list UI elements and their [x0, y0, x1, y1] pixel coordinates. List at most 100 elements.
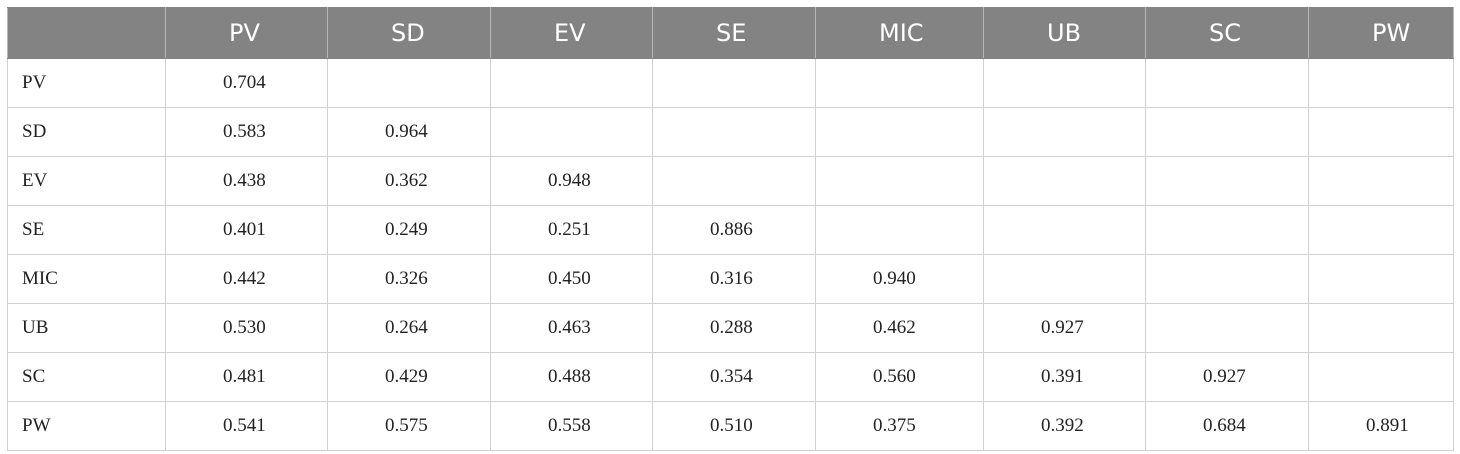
- table-cell: [983, 254, 1146, 304]
- cell-value: 0.442: [223, 268, 266, 289]
- cell-value: 0.251: [548, 219, 591, 240]
- table-cell: 0.684: [1145, 401, 1309, 451]
- table-row: SD 0.583 0.964: [7, 107, 1454, 157]
- row-header-label: MIC: [22, 268, 58, 289]
- cell-value: 0.362: [385, 170, 428, 191]
- table-cell: 0.558: [490, 401, 653, 451]
- table-cell: 0.362: [327, 156, 491, 206]
- cell-value: 0.392: [1041, 415, 1084, 436]
- row-header-se: SE: [7, 205, 166, 255]
- cell-value: 0.927: [1041, 317, 1084, 338]
- table-cell: [1308, 352, 1454, 402]
- table-row: UB 0.530 0.264 0.463 0.288 0.462 0.927: [7, 303, 1454, 353]
- table-cell: [1308, 205, 1454, 255]
- table-cell: [1145, 156, 1309, 206]
- cell-value: 0.558: [548, 415, 591, 436]
- row-header-ub: UB: [7, 303, 166, 353]
- cell-value: 0.940: [873, 268, 916, 289]
- column-header-label: SE: [716, 19, 747, 47]
- column-header-mic: MIC: [815, 7, 984, 59]
- cell-value: 0.401: [223, 219, 266, 240]
- table-cell: 0.375: [815, 401, 984, 451]
- table-cell: 0.429: [327, 352, 491, 402]
- table-body: PV 0.704 SD 0.583 0.964 EV 0.438 0.362 0.948 SE 0.…: [7, 58, 1454, 451]
- row-header-label: SE: [22, 219, 45, 240]
- table-cell: 0.488: [490, 352, 653, 402]
- table-cell: [490, 107, 653, 157]
- row-header-label: EV: [22, 170, 48, 191]
- cell-value: 0.560: [873, 366, 916, 387]
- table-cell: [815, 156, 984, 206]
- table-cell: [983, 156, 1146, 206]
- column-header-label: PW: [1372, 19, 1411, 47]
- table-cell: [652, 156, 816, 206]
- cell-value: 0.541: [223, 415, 266, 436]
- table-cell: 0.463: [490, 303, 653, 353]
- table-cell: 0.583: [165, 107, 328, 157]
- table-cell: [1145, 254, 1309, 304]
- table-cell: [1145, 205, 1309, 255]
- row-header-label: UB: [22, 317, 49, 338]
- table-cell: 0.391: [983, 352, 1146, 402]
- table-cell: [815, 107, 984, 157]
- cell-value: 0.948: [548, 170, 591, 191]
- column-header-label: PV: [229, 19, 260, 47]
- table-cell: 0.704: [165, 58, 328, 108]
- cell-value: 0.450: [548, 268, 591, 289]
- table-cell: [1308, 107, 1454, 157]
- row-header-sd: SD: [7, 107, 166, 157]
- table-cell: 0.251: [490, 205, 653, 255]
- table-cell: 0.392: [983, 401, 1146, 451]
- table-cell: [652, 58, 816, 108]
- table-cell: 0.450: [490, 254, 653, 304]
- row-header-pv: PV: [7, 58, 166, 108]
- table-row: PW 0.541 0.575 0.558 0.510 0.375 0.392 0.684 0.8…: [7, 401, 1454, 451]
- cell-value: 0.891: [1366, 415, 1409, 436]
- table-cell: 0.948: [490, 156, 653, 206]
- table-cell: 0.401: [165, 205, 328, 255]
- table-cell: [815, 58, 984, 108]
- table-cell: [1308, 254, 1454, 304]
- table-cell: [1145, 107, 1309, 157]
- table-row: SC 0.481 0.429 0.488 0.354 0.560 0.391 0.927: [7, 352, 1454, 402]
- table-cell: 0.288: [652, 303, 816, 353]
- table-cell: 0.442: [165, 254, 328, 304]
- cell-value: 0.462: [873, 317, 916, 338]
- cell-value: 0.575: [385, 415, 428, 436]
- table-row: PV 0.704: [7, 58, 1454, 108]
- cell-value: 0.510: [710, 415, 753, 436]
- cell-value: 0.481: [223, 366, 266, 387]
- cell-value: 0.886: [710, 219, 753, 240]
- table-cell: [327, 58, 491, 108]
- table-cell: 0.316: [652, 254, 816, 304]
- table-cell: [815, 205, 984, 255]
- table-cell: [652, 107, 816, 157]
- table-cell: 0.927: [983, 303, 1146, 353]
- column-header-label: MIC: [879, 19, 924, 47]
- row-header-label: PW: [22, 415, 51, 436]
- table-cell: 0.481: [165, 352, 328, 402]
- column-header-label: UB: [1047, 19, 1082, 47]
- row-header-label: SD: [22, 121, 47, 142]
- table-cell: [490, 58, 653, 108]
- cell-value: 0.288: [710, 317, 753, 338]
- table-cell: [983, 107, 1146, 157]
- table-cell: 0.927: [1145, 352, 1309, 402]
- cell-value: 0.964: [385, 121, 428, 142]
- table-cell: [1308, 58, 1454, 108]
- cell-value: 0.583: [223, 121, 266, 142]
- table-cell: 0.575: [327, 401, 491, 451]
- row-header-label: SC: [22, 366, 46, 387]
- row-header-sc: SC: [7, 352, 166, 402]
- cell-value: 0.249: [385, 219, 428, 240]
- table-cell: 0.886: [652, 205, 816, 255]
- row-header-mic: MIC: [7, 254, 166, 304]
- row-header-ev: EV: [7, 156, 166, 206]
- table-cell: 0.541: [165, 401, 328, 451]
- table-cell: 0.249: [327, 205, 491, 255]
- table-cell: 0.530: [165, 303, 328, 353]
- cell-value: 0.375: [873, 415, 916, 436]
- cell-value: 0.264: [385, 317, 428, 338]
- table-cell: [983, 205, 1146, 255]
- row-header-pw: PW: [7, 401, 166, 451]
